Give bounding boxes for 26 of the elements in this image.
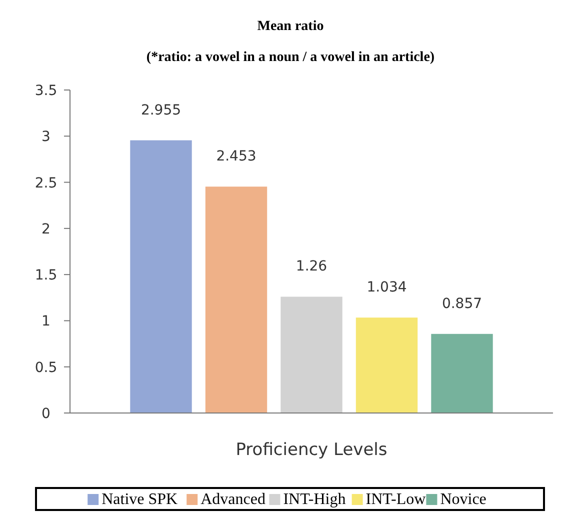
data-label: 1.26: [296, 258, 328, 275]
data-label: 1.034: [366, 280, 407, 296]
y-tick-label: 0.5: [34, 360, 58, 376]
legend-label: Novice: [440, 491, 486, 508]
y-tick-label: 1: [42, 314, 50, 330]
x-axis-title: Proficiency Levels: [236, 440, 388, 460]
data-label: 2.955: [140, 102, 182, 118]
y-tick-label: 3.5: [34, 83, 58, 99]
y-tick-label: 2.5: [34, 175, 58, 192]
y-tick-label: 2: [42, 221, 50, 238]
legend-label: INT-Low: [366, 491, 426, 508]
chart-title: Mean ratio: [257, 19, 324, 34]
chart-subtitle: (*ratio: a vowel in a noun / a vowel in an article): [146, 50, 435, 65]
y-tick-label: 0: [42, 406, 50, 422]
y-tick-label: 1.5: [34, 268, 58, 284]
bar: [356, 318, 418, 413]
bar: [431, 334, 493, 413]
data-label: 2.453: [216, 148, 256, 165]
data-label: 0.857: [442, 296, 482, 312]
bar: [280, 296, 342, 413]
legend-label: INT-High: [283, 491, 346, 508]
legend-label: Advanced: [200, 491, 266, 508]
legend-label: Native SPK: [102, 491, 178, 508]
bar: [205, 186, 268, 413]
y-tick-label: 3: [42, 129, 50, 146]
bar: [130, 140, 192, 413]
